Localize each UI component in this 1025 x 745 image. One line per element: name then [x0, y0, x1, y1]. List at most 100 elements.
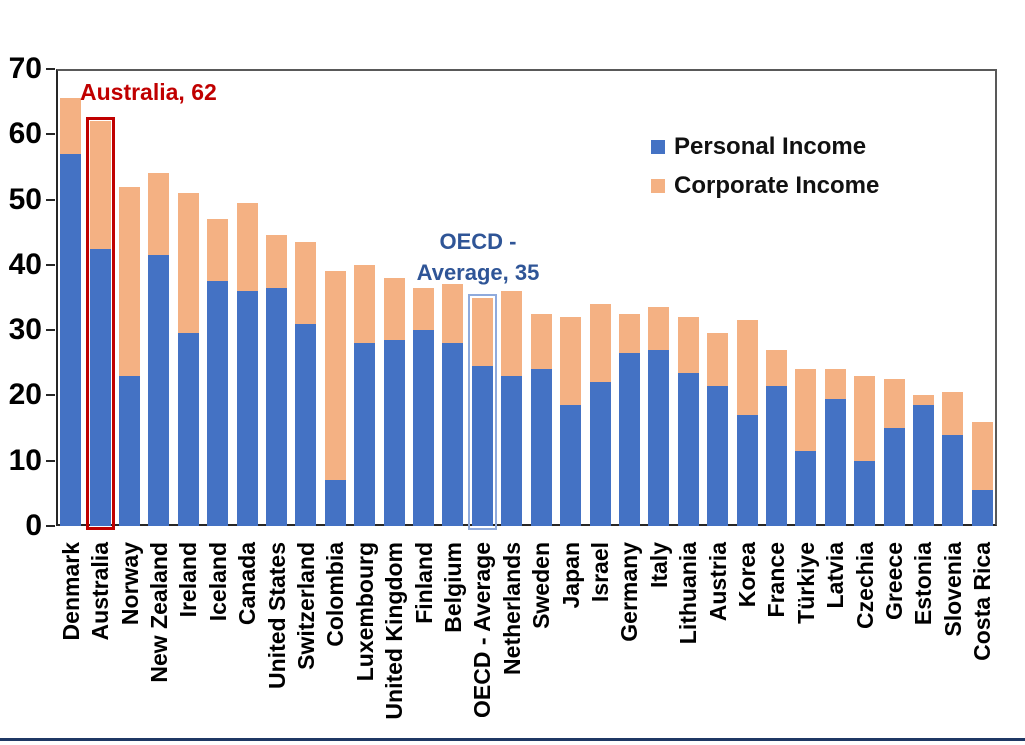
y-tick-mark-30 [46, 329, 55, 332]
bar-finland-corporate-income [413, 287, 435, 331]
bar-luxembourg-corporate-income [354, 264, 376, 344]
x-label-estonia: Estonia [910, 542, 937, 626]
bar-japan-personal-income [560, 405, 582, 526]
personal-income-swatch-icon [651, 140, 665, 154]
x-label-slovenia: Slovenia [939, 542, 966, 637]
bar-greece-personal-income [883, 428, 905, 526]
y-tick-label-70: 70 [8, 52, 42, 85]
corporate-income-swatch-icon [651, 179, 665, 193]
bar-new-zealand-personal-income [148, 255, 170, 526]
x-label-united-kingdom: United Kingdom [381, 542, 408, 720]
bar-t-rkiye-personal-income [795, 450, 817, 526]
y-tick-mark-60 [46, 133, 55, 136]
bar-switzerland-corporate-income [295, 242, 317, 324]
footer-rule [0, 738, 1025, 741]
bar-sweden-personal-income [530, 369, 552, 526]
bar-slovenia-corporate-income [942, 392, 964, 435]
annotation-australia: Australia, 62 [80, 79, 217, 105]
bar-canada-personal-income [236, 290, 258, 526]
y-tick-mark-50 [46, 198, 55, 201]
legend-item-personal-income: Personal Income [651, 133, 866, 161]
x-label-germany: Germany [616, 542, 643, 642]
bar-italy-personal-income [648, 349, 670, 526]
bar-switzerland-personal-income [295, 323, 317, 526]
y-tick-mark-40 [46, 263, 55, 266]
bar-germany-personal-income [618, 352, 640, 526]
bar-france-personal-income [765, 385, 787, 526]
bar-israel-personal-income [589, 382, 611, 526]
x-label-israel: Israel [587, 542, 614, 603]
bar-australia-corporate-income [89, 121, 111, 249]
x-label-costa-rica: Costa Rica [969, 542, 996, 661]
australia-highlight-box [85, 117, 115, 530]
bar-luxembourg-personal-income [354, 343, 376, 526]
bar-oecd-average-personal-income [471, 366, 493, 526]
bar-costa-rica-corporate-income [971, 421, 993, 491]
y-tick-mark-0 [46, 525, 55, 527]
bar-norway-personal-income [119, 375, 141, 526]
bar-colombia-corporate-income [324, 271, 346, 481]
bar-ireland-corporate-income [177, 193, 199, 334]
x-label-ireland: Ireland [175, 542, 202, 618]
bar-austria-corporate-income [707, 333, 729, 386]
x-label-lithuania: Lithuania [675, 542, 702, 645]
y-tick-label-50: 50 [8, 182, 42, 216]
bar-japan-corporate-income [560, 317, 582, 406]
x-label-oecd-average: OECD - Average [469, 542, 496, 718]
bar-czechia-corporate-income [854, 375, 876, 461]
bar-netherlands-corporate-income [501, 290, 523, 376]
legend-label-corporate-income: Corporate Income [674, 172, 880, 199]
y-tick-label-20: 20 [8, 378, 42, 412]
x-label-canada: Canada [234, 542, 261, 626]
x-label-norway: Norway [116, 542, 143, 626]
x-label-italy: Italy [645, 542, 672, 589]
y-tick-label-0: 0 [25, 509, 42, 542]
x-label-iceland: Iceland [204, 542, 231, 622]
bar-united-kingdom-personal-income [383, 339, 405, 526]
bar-norway-corporate-income [119, 186, 141, 376]
bar-belgium-personal-income [442, 343, 464, 526]
bar-austria-personal-income [707, 385, 729, 526]
x-label-czechia: Czechia [851, 542, 878, 629]
y-tick-label-30: 30 [8, 313, 42, 347]
legend-label-personal-income: Personal Income [674, 133, 867, 160]
y-tick-mark-70 [46, 68, 55, 70]
bar-canada-corporate-income [236, 202, 258, 291]
bar-greece-corporate-income [883, 379, 905, 429]
bar-colombia-personal-income [324, 480, 346, 526]
x-label-latvia: Latvia [822, 542, 849, 609]
bar-costa-rica-personal-income [971, 490, 993, 526]
annotation-oecd-line1: OECD - [439, 229, 517, 254]
bar-denmark-personal-income [60, 153, 82, 526]
bar-australia-personal-income [89, 248, 111, 526]
x-label-korea: Korea [734, 542, 761, 608]
bar-iceland-personal-income [207, 281, 229, 526]
x-label-france: France [763, 542, 790, 618]
legend-item-corporate-income: Corporate Income [651, 172, 879, 200]
bar-estonia-personal-income [912, 405, 934, 526]
y-tick-label-40: 40 [8, 247, 42, 281]
bar-belgium-corporate-income [442, 284, 464, 344]
x-label-switzerland: Switzerland [292, 542, 319, 670]
x-label-colombia: Colombia [322, 542, 349, 647]
bar-united-states-personal-income [266, 287, 288, 526]
oecd-average-highlight-box [467, 293, 497, 530]
y-tick-label-10: 10 [8, 443, 42, 477]
x-label-japan: Japan [557, 542, 584, 609]
bar-korea-personal-income [736, 415, 758, 526]
bar-sweden-corporate-income [530, 313, 552, 370]
x-label-luxembourg: Luxembourg [351, 542, 378, 682]
bar-korea-corporate-income [736, 320, 758, 415]
x-label-denmark: Denmark [57, 542, 84, 641]
x-label-sweden: Sweden [528, 542, 555, 629]
y-tick-label-60: 60 [8, 117, 42, 151]
bar-estonia-corporate-income [912, 395, 934, 406]
bar-lithuania-personal-income [677, 372, 699, 526]
bar-czechia-personal-income [854, 460, 876, 526]
bar-slovenia-personal-income [942, 434, 964, 526]
bar-italy-corporate-income [648, 307, 670, 350]
x-label-netherlands: Netherlands [498, 542, 525, 675]
bar-new-zealand-corporate-income [148, 173, 170, 256]
bar-germany-corporate-income [618, 313, 640, 353]
